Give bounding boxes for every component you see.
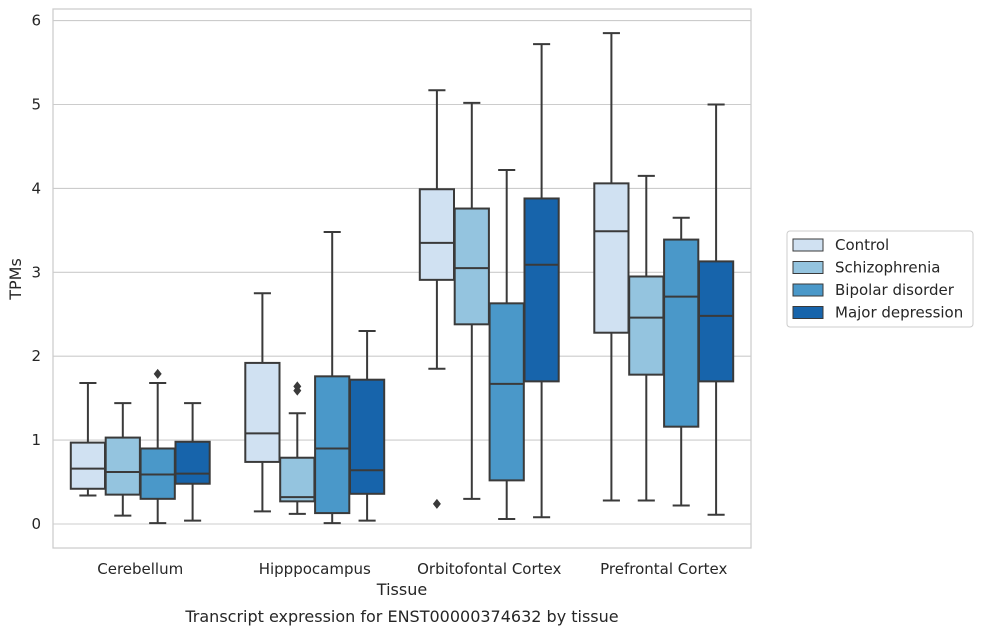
y-tick-label: 5	[31, 96, 41, 114]
y-tick-label: 4	[31, 179, 41, 197]
box-iqr	[523, 197, 560, 383]
chart-caption: Transcript expression for ENST0000037463…	[184, 607, 618, 626]
y-axis: 0 1 2 3 4 5 6	[31, 12, 41, 533]
box-iqr	[279, 456, 316, 503]
box-iqr	[69, 441, 107, 490]
box	[418, 89, 456, 509]
outlier-point	[153, 368, 162, 379]
box-iqr	[697, 260, 735, 383]
box-iqr	[104, 436, 141, 496]
box	[593, 32, 630, 502]
y-axis-title: TPMs	[6, 258, 25, 301]
legend: Control Schizophrenia Bipolar disorder Majo…	[786, 230, 974, 328]
box	[488, 168, 525, 520]
box	[453, 101, 490, 500]
x-tick-label: Cerebellum	[97, 560, 183, 578]
box	[697, 103, 735, 516]
box-iqr	[174, 440, 211, 485]
box-iqr	[348, 378, 386, 495]
box	[139, 368, 176, 525]
box-iqr	[418, 188, 456, 281]
box-iqr	[663, 238, 700, 428]
box-iqr	[628, 275, 665, 376]
x-tick-label: Prefrontal Cortex	[600, 560, 727, 578]
legend-label: Schizophrenia	[835, 259, 940, 277]
x-tick-label: Orbitofontal Cortex	[417, 560, 561, 578]
plot-area	[69, 32, 735, 525]
plot-frame	[52, 8, 752, 549]
y-tick-label: 6	[31, 12, 41, 30]
legend-swatch	[792, 306, 824, 319]
box-iqr	[314, 375, 351, 515]
y-tick-label: 2	[31, 347, 41, 365]
box	[244, 292, 281, 513]
box-iqr	[453, 207, 490, 326]
box	[628, 174, 665, 502]
legend-swatch	[792, 238, 824, 252]
outlier-point	[432, 498, 441, 509]
box-iqr	[488, 302, 525, 482]
box	[314, 231, 351, 525]
box-iqr	[593, 182, 630, 334]
legend-frame	[786, 230, 974, 328]
legend-label: Bipolar disorder	[835, 281, 955, 299]
legend-label: Major depression	[835, 304, 963, 322]
x-axis-title: Tissue	[376, 580, 427, 599]
box-iqr	[244, 361, 281, 463]
box	[174, 402, 211, 522]
outlier-point	[293, 381, 302, 392]
y-tick-label: 1	[31, 431, 41, 449]
box	[69, 382, 107, 497]
legend-swatch	[792, 283, 824, 297]
box	[104, 402, 141, 517]
grid	[53, 20, 751, 525]
legend-swatch	[792, 261, 824, 274]
legend-label: Control	[835, 236, 889, 254]
box	[523, 43, 560, 519]
y-tick-label: 3	[31, 263, 41, 281]
box	[348, 330, 386, 522]
x-axis: Cerebellum Hipppocampus Orbitofontal Corte…	[97, 560, 727, 578]
x-tick-label: Hipppocampus	[259, 560, 371, 578]
y-tick-label: 0	[31, 515, 41, 533]
